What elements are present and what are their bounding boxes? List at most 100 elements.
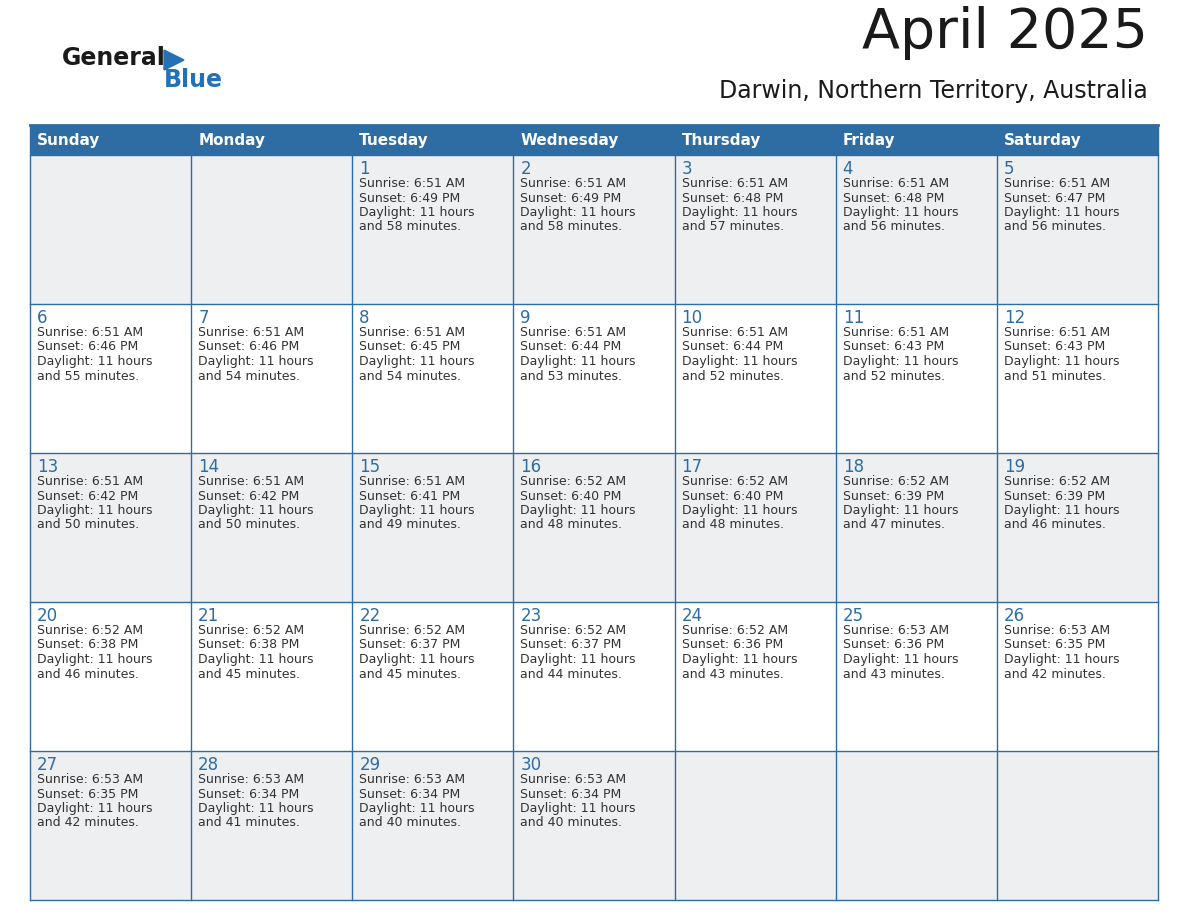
Text: and 40 minutes.: and 40 minutes.: [359, 816, 461, 830]
Text: Sunset: 6:37 PM: Sunset: 6:37 PM: [520, 639, 621, 652]
Text: Daylight: 11 hours: Daylight: 11 hours: [359, 206, 475, 219]
Text: Thursday: Thursday: [682, 132, 762, 148]
Text: 12: 12: [1004, 309, 1025, 327]
Text: Sunset: 6:43 PM: Sunset: 6:43 PM: [1004, 341, 1105, 353]
Text: 9: 9: [520, 309, 531, 327]
Text: Daylight: 11 hours: Daylight: 11 hours: [198, 355, 314, 368]
Text: Daylight: 11 hours: Daylight: 11 hours: [37, 355, 152, 368]
Text: Sunset: 6:46 PM: Sunset: 6:46 PM: [198, 341, 299, 353]
Text: Daylight: 11 hours: Daylight: 11 hours: [842, 653, 959, 666]
Text: 21: 21: [198, 607, 220, 625]
Text: Daylight: 11 hours: Daylight: 11 hours: [37, 504, 152, 517]
Text: Daylight: 11 hours: Daylight: 11 hours: [842, 355, 959, 368]
Bar: [30, 125, 1158, 155]
Text: and 49 minutes.: and 49 minutes.: [359, 519, 461, 532]
Text: Sunrise: 6:51 AM: Sunrise: 6:51 AM: [842, 326, 949, 339]
Text: and 50 minutes.: and 50 minutes.: [198, 519, 301, 532]
Text: Daylight: 11 hours: Daylight: 11 hours: [682, 653, 797, 666]
Text: Sunset: 6:35 PM: Sunset: 6:35 PM: [1004, 639, 1105, 652]
Text: Sunrise: 6:51 AM: Sunrise: 6:51 AM: [359, 177, 466, 190]
Text: Daylight: 11 hours: Daylight: 11 hours: [198, 504, 314, 517]
Text: and 54 minutes.: and 54 minutes.: [359, 370, 461, 383]
Text: and 48 minutes.: and 48 minutes.: [682, 519, 784, 532]
Text: 1: 1: [359, 160, 369, 178]
Text: Daylight: 11 hours: Daylight: 11 hours: [359, 504, 475, 517]
Text: Darwin, Northern Territory, Australia: Darwin, Northern Territory, Australia: [719, 79, 1148, 103]
Text: 5: 5: [1004, 160, 1015, 178]
Text: Tuesday: Tuesday: [359, 132, 429, 148]
Text: Sunday: Sunday: [37, 132, 100, 148]
Text: Sunrise: 6:52 AM: Sunrise: 6:52 AM: [682, 475, 788, 488]
Text: and 54 minutes.: and 54 minutes.: [198, 370, 301, 383]
Text: Sunset: 6:34 PM: Sunset: 6:34 PM: [359, 788, 461, 800]
Text: Sunset: 6:49 PM: Sunset: 6:49 PM: [359, 192, 461, 205]
Text: Sunset: 6:36 PM: Sunset: 6:36 PM: [682, 639, 783, 652]
Text: Sunset: 6:38 PM: Sunset: 6:38 PM: [37, 639, 138, 652]
Text: Friday: Friday: [842, 132, 896, 148]
Text: Sunset: 6:42 PM: Sunset: 6:42 PM: [198, 489, 299, 502]
Text: Wednesday: Wednesday: [520, 132, 619, 148]
Text: Daylight: 11 hours: Daylight: 11 hours: [37, 802, 152, 815]
Text: Sunrise: 6:52 AM: Sunrise: 6:52 AM: [1004, 475, 1110, 488]
Text: Daylight: 11 hours: Daylight: 11 hours: [520, 355, 636, 368]
Text: Sunset: 6:39 PM: Sunset: 6:39 PM: [842, 489, 944, 502]
Text: Sunset: 6:39 PM: Sunset: 6:39 PM: [1004, 489, 1105, 502]
Text: Daylight: 11 hours: Daylight: 11 hours: [1004, 206, 1119, 219]
Text: Daylight: 11 hours: Daylight: 11 hours: [842, 206, 959, 219]
Text: April 2025: April 2025: [862, 6, 1148, 60]
Polygon shape: [164, 50, 184, 70]
Text: Sunrise: 6:51 AM: Sunrise: 6:51 AM: [842, 177, 949, 190]
Text: Sunrise: 6:51 AM: Sunrise: 6:51 AM: [37, 326, 143, 339]
Text: Sunset: 6:45 PM: Sunset: 6:45 PM: [359, 341, 461, 353]
Text: Daylight: 11 hours: Daylight: 11 hours: [1004, 355, 1119, 368]
Text: Sunset: 6:41 PM: Sunset: 6:41 PM: [359, 489, 461, 502]
Text: Daylight: 11 hours: Daylight: 11 hours: [359, 653, 475, 666]
Text: Sunrise: 6:53 AM: Sunrise: 6:53 AM: [520, 773, 626, 786]
Text: General: General: [62, 46, 166, 70]
Text: 29: 29: [359, 756, 380, 774]
Text: Blue: Blue: [164, 68, 223, 92]
Text: and 47 minutes.: and 47 minutes.: [842, 519, 944, 532]
Text: Sunset: 6:48 PM: Sunset: 6:48 PM: [842, 192, 944, 205]
Text: and 40 minutes.: and 40 minutes.: [520, 816, 623, 830]
Text: 13: 13: [37, 458, 58, 476]
Text: Sunrise: 6:51 AM: Sunrise: 6:51 AM: [359, 475, 466, 488]
Text: and 57 minutes.: and 57 minutes.: [682, 220, 784, 233]
Text: 16: 16: [520, 458, 542, 476]
Text: 3: 3: [682, 160, 693, 178]
Text: Sunset: 6:47 PM: Sunset: 6:47 PM: [1004, 192, 1105, 205]
Text: Daylight: 11 hours: Daylight: 11 hours: [682, 206, 797, 219]
Text: Sunrise: 6:52 AM: Sunrise: 6:52 AM: [520, 475, 626, 488]
Text: 28: 28: [198, 756, 220, 774]
Text: and 43 minutes.: and 43 minutes.: [682, 667, 783, 680]
Text: and 53 minutes.: and 53 minutes.: [520, 370, 623, 383]
Text: Sunset: 6:49 PM: Sunset: 6:49 PM: [520, 192, 621, 205]
Text: and 42 minutes.: and 42 minutes.: [37, 816, 139, 830]
Text: and 51 minutes.: and 51 minutes.: [1004, 370, 1106, 383]
Text: Sunset: 6:37 PM: Sunset: 6:37 PM: [359, 639, 461, 652]
Text: 18: 18: [842, 458, 864, 476]
Text: Sunset: 6:36 PM: Sunset: 6:36 PM: [842, 639, 944, 652]
Text: Sunrise: 6:53 AM: Sunrise: 6:53 AM: [1004, 624, 1110, 637]
Text: 10: 10: [682, 309, 702, 327]
Bar: [30, 602, 1158, 751]
Text: Sunset: 6:38 PM: Sunset: 6:38 PM: [198, 639, 299, 652]
Text: Sunset: 6:35 PM: Sunset: 6:35 PM: [37, 788, 138, 800]
Text: 20: 20: [37, 607, 58, 625]
Text: 30: 30: [520, 756, 542, 774]
Text: 7: 7: [198, 309, 209, 327]
Text: Sunrise: 6:51 AM: Sunrise: 6:51 AM: [37, 475, 143, 488]
Bar: [30, 453, 1158, 602]
Text: 2: 2: [520, 160, 531, 178]
Text: Sunset: 6:44 PM: Sunset: 6:44 PM: [682, 341, 783, 353]
Text: Daylight: 11 hours: Daylight: 11 hours: [682, 504, 797, 517]
Text: Sunset: 6:34 PM: Sunset: 6:34 PM: [520, 788, 621, 800]
Text: and 58 minutes.: and 58 minutes.: [359, 220, 461, 233]
Text: 25: 25: [842, 607, 864, 625]
Text: and 55 minutes.: and 55 minutes.: [37, 370, 139, 383]
Text: 27: 27: [37, 756, 58, 774]
Text: Monday: Monday: [198, 132, 265, 148]
Text: 6: 6: [37, 309, 48, 327]
Text: 17: 17: [682, 458, 702, 476]
Text: 4: 4: [842, 160, 853, 178]
